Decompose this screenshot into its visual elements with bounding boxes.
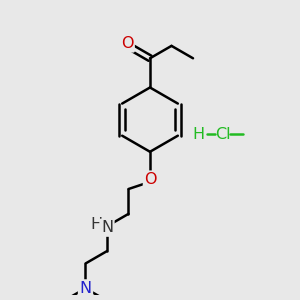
- Text: N: N: [101, 220, 113, 235]
- Text: O: O: [144, 172, 157, 187]
- Text: Cl: Cl: [215, 127, 231, 142]
- Text: H: H: [91, 217, 103, 232]
- Text: H: H: [192, 127, 204, 142]
- Text: O: O: [121, 36, 133, 51]
- Text: N: N: [80, 281, 92, 296]
